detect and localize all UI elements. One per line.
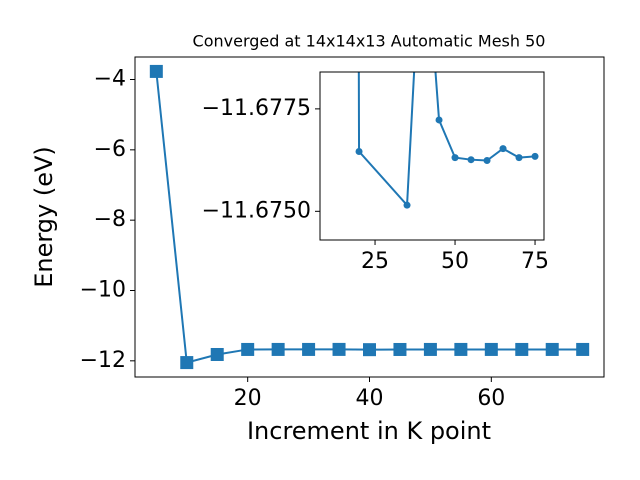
data-point bbox=[545, 342, 559, 356]
x-tick-label: 50 bbox=[441, 249, 469, 274]
plot-clip bbox=[149, 64, 590, 370]
data-point bbox=[393, 342, 407, 356]
data-point bbox=[531, 152, 539, 160]
data-point bbox=[515, 154, 523, 162]
data-point bbox=[241, 342, 255, 356]
data-point bbox=[403, 201, 411, 209]
y-tick-label: −8 bbox=[94, 207, 126, 232]
data-point bbox=[499, 145, 507, 153]
axes-frame bbox=[319, 71, 545, 241]
data-point bbox=[363, 343, 376, 357]
data-point bbox=[451, 154, 459, 162]
y-tick-label: −11.6775 bbox=[202, 96, 311, 121]
data-point bbox=[484, 342, 498, 356]
y-tick-label: −4 bbox=[94, 67, 126, 92]
x-tick-label: 20 bbox=[234, 386, 262, 411]
y-axis-label: Energy (eV) bbox=[30, 146, 58, 288]
data-point bbox=[576, 342, 590, 356]
data-point bbox=[302, 342, 316, 356]
data-point bbox=[332, 342, 346, 356]
y-tick-label: −10 bbox=[80, 277, 126, 302]
data-point bbox=[210, 347, 224, 361]
plot-area bbox=[320, 72, 544, 240]
data-point bbox=[435, 116, 443, 124]
chart-title: Converged at 14x14x13 Automatic Mesh 50 bbox=[193, 32, 546, 51]
data-point bbox=[467, 156, 475, 164]
data-point bbox=[423, 342, 437, 356]
data-point bbox=[271, 342, 285, 356]
y-tick-label: −11.6750 bbox=[202, 198, 311, 223]
y-tick-label: −12 bbox=[80, 348, 126, 373]
data-point bbox=[515, 342, 529, 356]
data-point bbox=[454, 342, 468, 356]
x-axis-label: Increment in K point bbox=[247, 417, 491, 445]
x-tick-label: 75 bbox=[521, 249, 549, 274]
data-point bbox=[483, 157, 491, 165]
x-tick-label: 60 bbox=[477, 386, 505, 411]
x-tick-label: 25 bbox=[361, 249, 389, 274]
data-point bbox=[355, 147, 363, 155]
data-point bbox=[149, 64, 163, 78]
data-point bbox=[180, 356, 194, 370]
y-tick-label: −6 bbox=[94, 137, 126, 162]
plot-clip bbox=[355, 72, 539, 209]
x-tick-label: 40 bbox=[356, 386, 384, 411]
